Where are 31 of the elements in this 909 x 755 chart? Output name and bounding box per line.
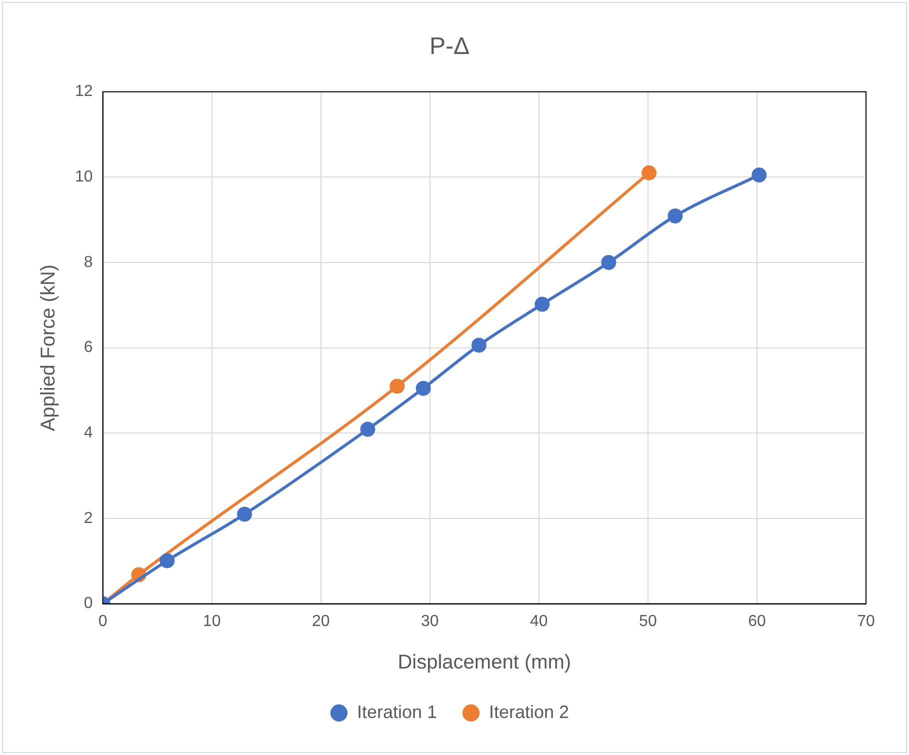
point <box>471 338 486 353</box>
point <box>752 168 767 182</box>
point <box>390 378 405 394</box>
chart-title: P-Δ <box>429 33 470 60</box>
point <box>160 553 175 568</box>
y-tick-label: 12 <box>75 83 93 100</box>
legend-label: Iteration 1 <box>356 702 438 722</box>
x-axis-title: Displacement (mm) <box>398 652 572 674</box>
x-tick-label: 0 <box>98 612 108 630</box>
x-tick-label: 20 <box>312 612 330 630</box>
point <box>237 506 252 522</box>
x-tick-label: 10 <box>202 612 221 630</box>
y-axis-title: Applied Force (kN) <box>38 264 60 432</box>
point <box>642 165 657 180</box>
x-tick-label: 40 <box>530 612 548 630</box>
x-tick-label: 70 <box>857 612 875 630</box>
y-tick-label: 8 <box>84 254 93 271</box>
point <box>416 380 431 396</box>
x-tick-label: 50 <box>639 612 657 630</box>
y-tick-label: 6 <box>84 339 93 356</box>
y-tick-label: 2 <box>84 510 93 527</box>
y-tick-label: 4 <box>84 424 93 442</box>
point <box>534 296 550 312</box>
point <box>601 254 616 270</box>
x-tick-label: 30 <box>420 612 439 630</box>
x-tick-label: 60 <box>748 612 766 630</box>
legend-label: Iteration 2 <box>489 702 570 722</box>
point <box>668 208 683 224</box>
y-tick-label: 10 <box>75 168 93 186</box>
point <box>360 422 376 437</box>
y-tick-label: 0 <box>84 595 93 612</box>
